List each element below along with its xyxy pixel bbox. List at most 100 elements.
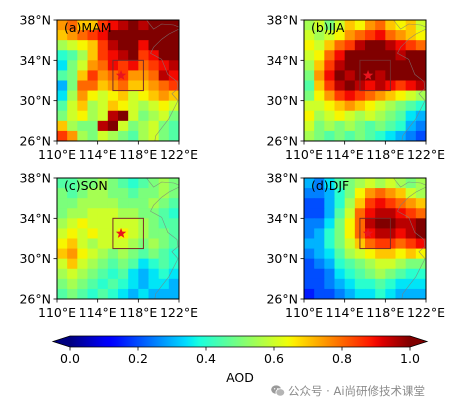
heatmap-cell [57, 178, 68, 189]
heatmap-cell [138, 110, 149, 122]
heatmap-cell [395, 278, 407, 290]
heatmap-cell [118, 90, 129, 102]
heatmap-cell [344, 208, 356, 219]
heatmap-cell [405, 90, 417, 102]
heatmap-cell [128, 20, 139, 31]
heatmap-cell [87, 218, 99, 229]
heatmap-cell [405, 248, 417, 260]
heatmap-cell [128, 100, 139, 112]
heatmap-cell [128, 130, 139, 141]
heatmap-cell [334, 228, 346, 239]
heatmap-cell [67, 198, 78, 209]
heatmap-cell [395, 178, 407, 189]
heatmap-cell [334, 178, 346, 189]
heatmap-cell [107, 110, 119, 122]
heatmap-cell [128, 40, 139, 51]
heatmap-cell [148, 258, 160, 270]
heatmap-cell [148, 238, 160, 249]
heatmap-cell [314, 288, 325, 299]
heatmap-cell [57, 60, 68, 71]
x-tick-label: 110°E [38, 305, 76, 320]
heatmap-cell [415, 218, 426, 229]
heatmap-cell [87, 30, 99, 41]
panel-djf: 110°E 114°E 118°E 122°E 26°N 30°N 34°N 38°N (d)D… [266, 171, 445, 321]
heatmap-cell [107, 248, 119, 260]
heatmap-cell [158, 20, 170, 31]
heatmap-cell [118, 178, 129, 189]
heatmap-cell [415, 110, 426, 122]
heatmap-cell [415, 238, 426, 249]
heatmap-cell [344, 70, 356, 81]
heatmap-cell [385, 50, 396, 61]
heatmap-cell [158, 238, 170, 249]
heatmap-cell [314, 198, 325, 209]
heatmap-cell [344, 80, 356, 91]
heatmap-cell [324, 178, 335, 189]
heatmap-cell [314, 188, 325, 199]
heatmap-cell [304, 288, 315, 299]
heatmap-cell [375, 188, 386, 199]
heatmap-cell [158, 80, 170, 91]
heatmap-cell [344, 238, 356, 249]
heatmap-cell [385, 120, 396, 132]
heatmap-cell [148, 208, 160, 219]
heatmap-cell [344, 218, 356, 229]
heatmap-cell [314, 30, 325, 41]
heatmap-cell [97, 50, 109, 61]
y-tick-label: 26°N [266, 292, 298, 307]
heatmap-cell [375, 20, 386, 31]
coastline [393, 178, 426, 299]
heatmap-cell [128, 80, 139, 91]
y-tick-label: 30°N [266, 93, 298, 108]
heatmap-cell [365, 208, 376, 219]
heatmap-cell [107, 288, 119, 299]
heatmap-cell [128, 208, 139, 219]
heatmap-cell [107, 208, 119, 219]
heatmap-cell [168, 70, 179, 81]
heatmap-cell [324, 80, 335, 91]
heatmap-cell [385, 178, 396, 189]
y-tick-label: 38°N [266, 13, 298, 28]
heatmap-cell [314, 90, 325, 102]
heatmap-cell [87, 40, 99, 51]
heatmap-cell [324, 120, 335, 132]
heatmap-cell [344, 60, 356, 71]
heatmap-cell [344, 278, 356, 290]
panel-son: 110°E 114°E 118°E 122°E 26°N 30°N 34°N 38°N (c)S… [19, 171, 198, 321]
heatmap-cell [344, 110, 356, 122]
heatmap-cell [304, 248, 315, 260]
heatmap-cell [415, 258, 426, 270]
heatmap-cell [334, 188, 346, 199]
heatmap-cell [168, 100, 179, 112]
heatmap-cell [67, 288, 78, 299]
heatmap-cell [354, 198, 366, 209]
heatmap-cell [304, 198, 315, 209]
heatmap-cell [138, 120, 149, 132]
y-tick-label: 34°N [19, 53, 51, 68]
heatmap-cell [67, 188, 78, 199]
heatmap-cell [304, 100, 315, 112]
heatmap-cell [67, 90, 78, 102]
heatmap-cell [304, 258, 315, 270]
y-tick-label: 30°N [19, 93, 51, 108]
heatmap-cell [344, 90, 356, 102]
heatmap-cell [314, 258, 325, 270]
heatmap-cell [148, 228, 160, 239]
heatmap-cell [107, 120, 119, 132]
heatmap-cell [324, 130, 335, 141]
heatmap-cell [365, 258, 376, 270]
heatmap-cell [57, 50, 68, 61]
heatmap-cell [375, 208, 386, 219]
heatmap-cell [415, 30, 426, 41]
heatmap-cell [107, 278, 119, 290]
heatmap-cell [97, 228, 109, 239]
heatmap-cell [158, 208, 170, 219]
heatmap-cell [168, 268, 179, 280]
heatmap-cell [314, 218, 325, 229]
heatmap-cell [415, 40, 426, 51]
axes-frame [303, 19, 427, 142]
heatmap-cell [395, 30, 407, 41]
heatmap-cell [334, 60, 346, 71]
heatmap-cell [314, 228, 325, 239]
heatmap-cell [365, 110, 376, 122]
